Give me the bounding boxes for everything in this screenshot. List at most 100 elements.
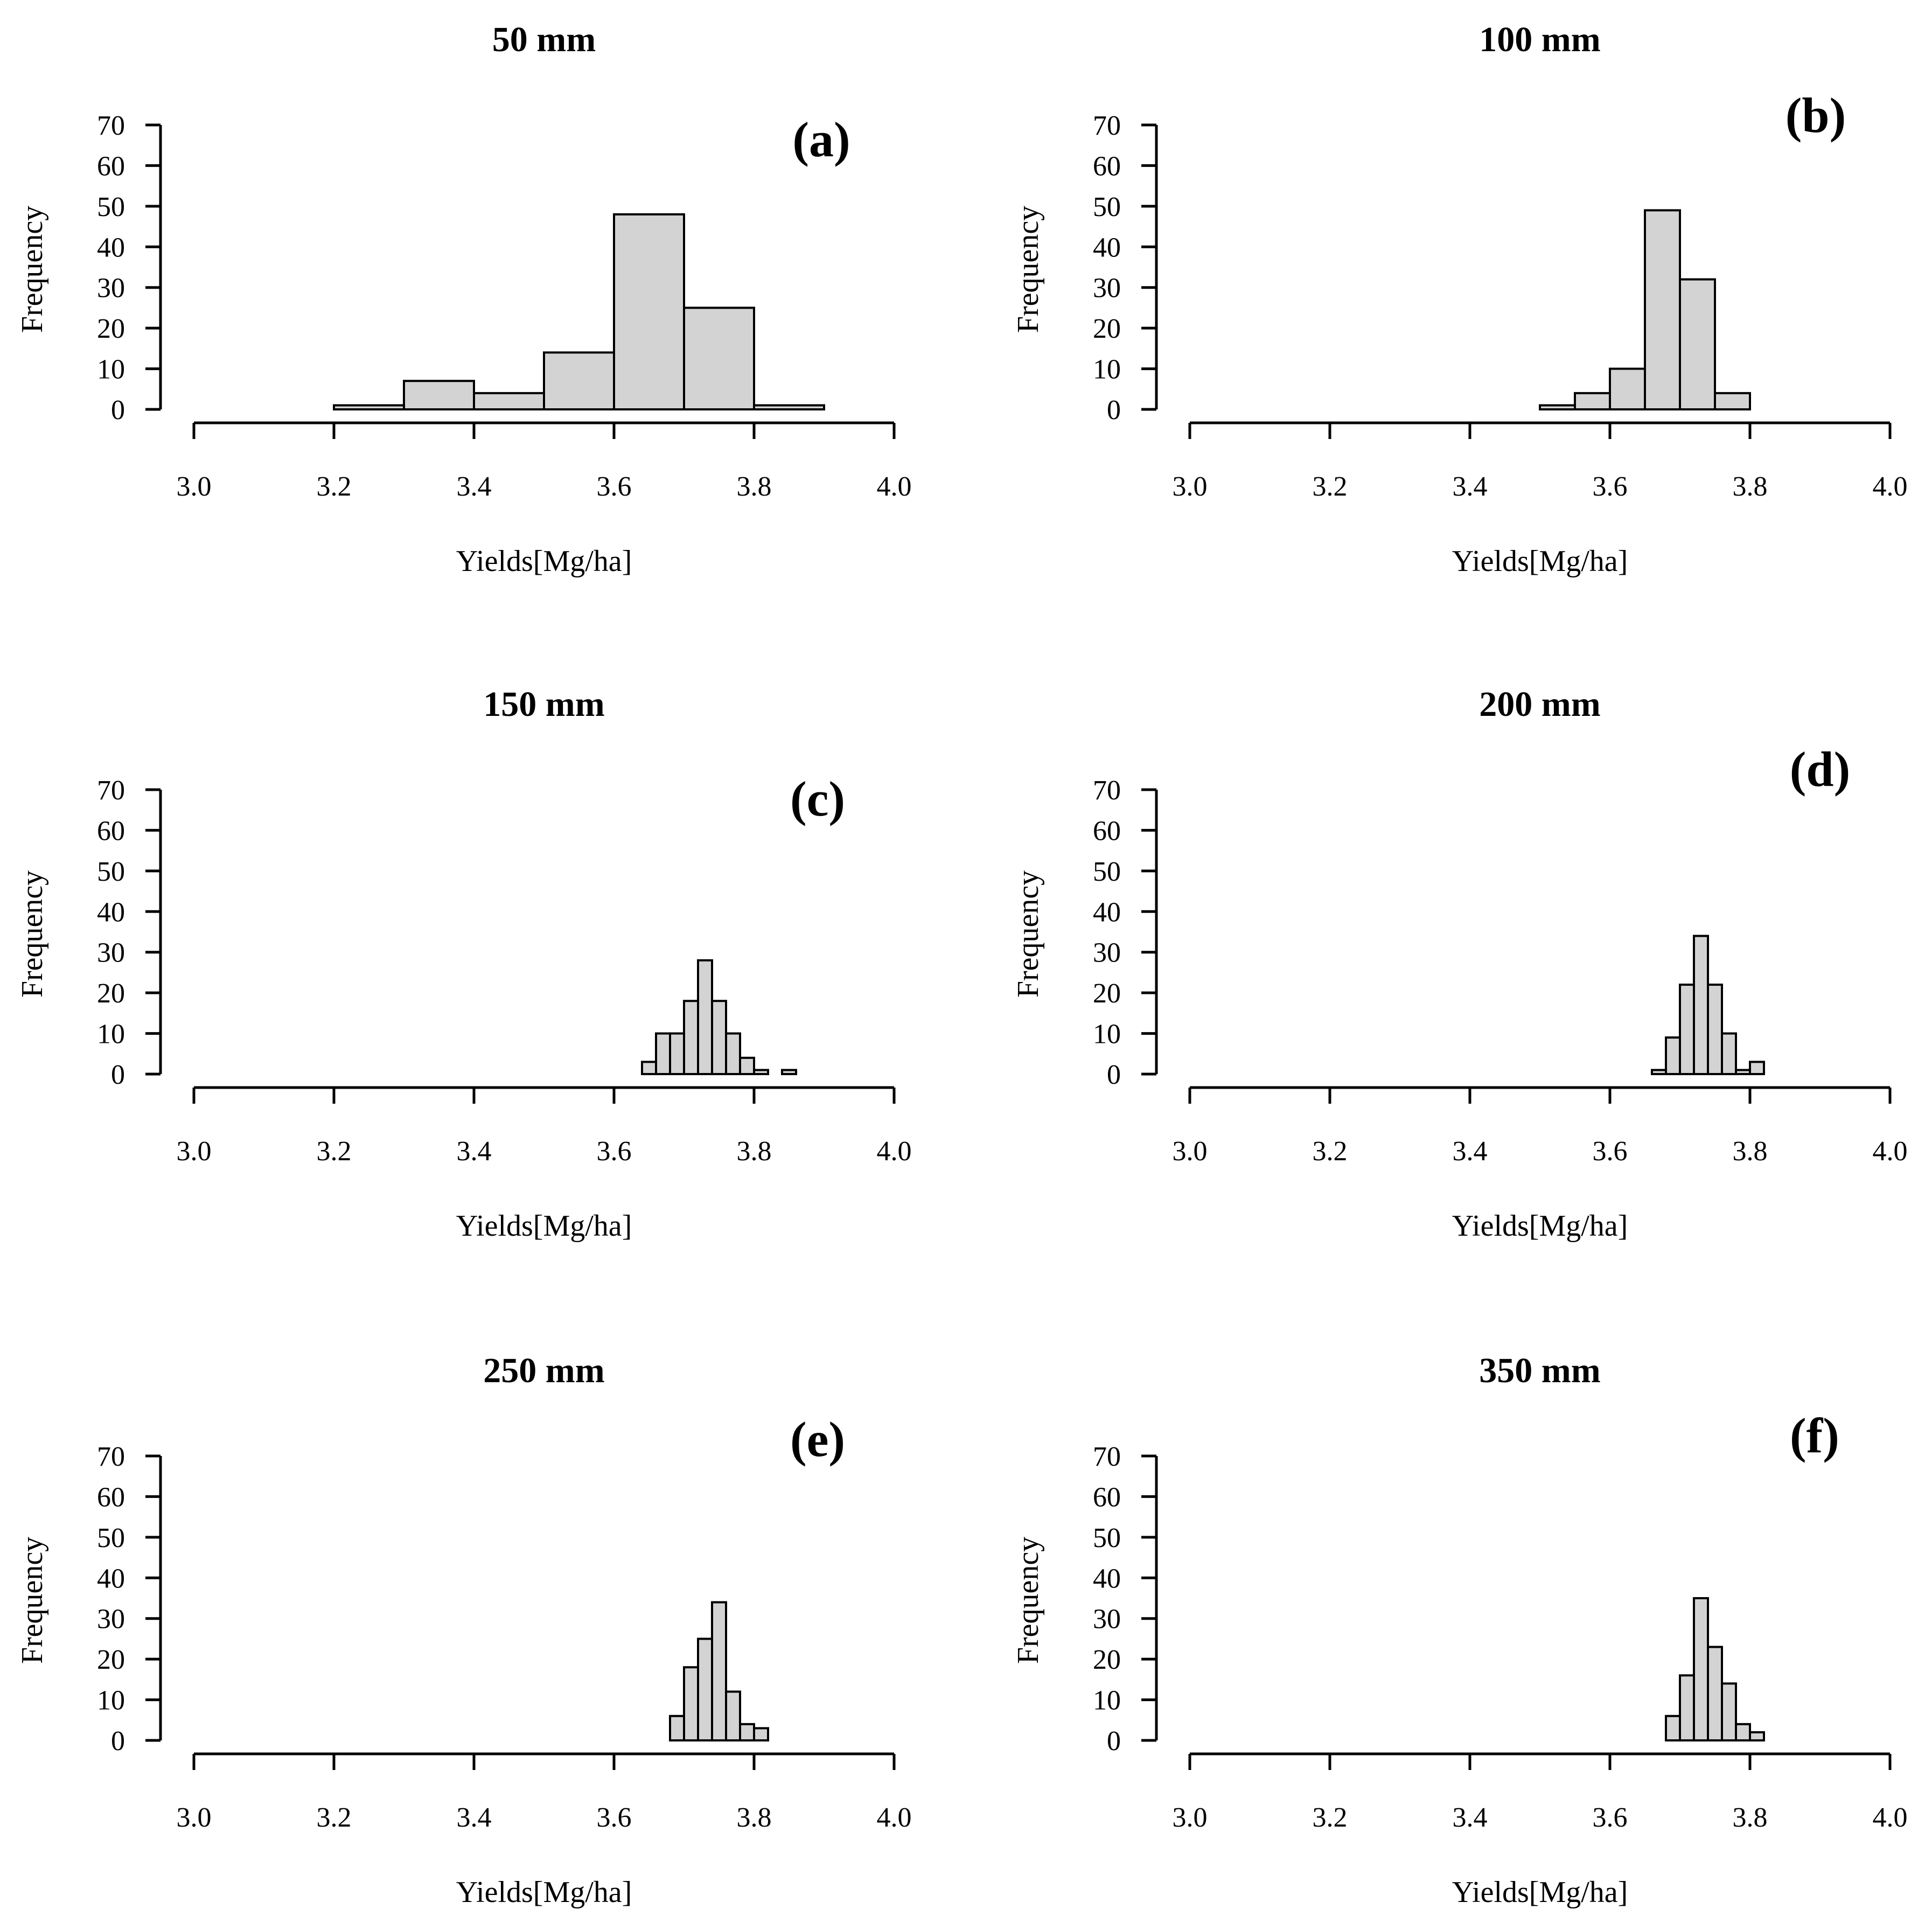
histogram-bar xyxy=(1693,935,1709,1075)
x-tick-label: 4.0 xyxy=(877,471,912,502)
panel-label: (e) xyxy=(790,1412,845,1467)
histogram-bar xyxy=(697,1638,713,1742)
y-tick-label: 30 xyxy=(1093,938,1121,969)
panel-title: 100 mm xyxy=(1479,20,1600,59)
x-tick-label: 3.8 xyxy=(1733,1136,1768,1167)
histogram-bar xyxy=(1679,984,1695,1075)
x-tick-label: 4.0 xyxy=(1873,1136,1908,1167)
x-tick-label: 4.0 xyxy=(877,1136,912,1167)
x-tick-label: 3.4 xyxy=(457,1136,492,1167)
histogram-bar xyxy=(739,1056,755,1075)
y-axis-title: Frequency xyxy=(1012,206,1045,333)
y-tick-label: 40 xyxy=(97,897,125,928)
x-tick-label: 3.0 xyxy=(1173,471,1208,502)
panel-label: (c) xyxy=(790,771,845,826)
x-tick-label: 3.6 xyxy=(1593,471,1628,502)
histogram-bar xyxy=(1665,1715,1681,1741)
x-axis: 3.0 3.2 3.4 3.6 3.8 4.0 Yields[Mg/ha] xyxy=(1173,421,1908,578)
panel-label: (d) xyxy=(1790,742,1850,797)
histogram-bar xyxy=(697,959,713,1075)
y-tick-label: 60 xyxy=(1093,151,1121,182)
histogram-bar xyxy=(781,1069,797,1076)
x-tick-label: 3.8 xyxy=(737,1802,772,1833)
y-tick-label: 0 xyxy=(111,1060,125,1090)
y-axis-title: Frequency xyxy=(1012,870,1045,998)
histogram-bar xyxy=(1714,392,1751,410)
y-tick-label: 60 xyxy=(97,1482,125,1513)
y-tick-label: 30 xyxy=(97,938,125,969)
y-tick-label: 60 xyxy=(1093,816,1121,846)
y-tick-label: 0 xyxy=(111,395,125,426)
histogram-bars xyxy=(333,213,825,411)
y-axis-title: Frequency xyxy=(16,1537,49,1664)
histogram-bar xyxy=(711,1000,727,1075)
x-tick-label: 3.2 xyxy=(317,1802,352,1833)
y-tick-label: 30 xyxy=(1093,1604,1121,1635)
y-axis: 0 10 20 30 40 50 60 70 Frequency xyxy=(16,1441,162,1757)
y-tick-label: 70 xyxy=(97,1441,125,1472)
histogram-bars xyxy=(1539,209,1751,411)
histogram-bar xyxy=(669,1032,685,1075)
y-tick-label: 0 xyxy=(111,1726,125,1757)
x-tick-label: 3.8 xyxy=(737,1136,772,1167)
y-tick-label: 40 xyxy=(97,232,125,263)
x-tick-label: 3.2 xyxy=(1313,471,1348,502)
y-axis-title: Frequency xyxy=(1012,1537,1045,1664)
y-tick-label: 10 xyxy=(97,1019,125,1050)
x-tick-label: 3.4 xyxy=(1453,471,1488,502)
x-axis-title: Yields[Mg/ha] xyxy=(1452,1209,1628,1243)
panel-label: (b) xyxy=(1785,88,1846,143)
x-tick-label: 3.0 xyxy=(1173,1802,1208,1833)
histogram-bar xyxy=(1721,1032,1737,1075)
x-tick-label: 3.6 xyxy=(1593,1802,1628,1833)
y-tick-label: 60 xyxy=(97,816,125,846)
x-axis-title: Yields[Mg/ha] xyxy=(1452,545,1628,578)
histogram-bar xyxy=(1574,392,1611,410)
x-tick-label: 3.0 xyxy=(177,1802,212,1833)
histogram-bar xyxy=(1735,1069,1751,1076)
histogram-bar xyxy=(753,404,825,411)
y-tick-label: 50 xyxy=(1093,192,1121,222)
x-tick-label: 3.4 xyxy=(457,1802,492,1833)
histogram-bar xyxy=(683,306,755,411)
histogram-bar xyxy=(1749,1731,1765,1742)
y-axis: 0 10 20 30 40 50 60 70 Frequency xyxy=(1012,775,1158,1090)
y-tick-label: 0 xyxy=(1107,395,1121,426)
y-tick-label: 10 xyxy=(97,1685,125,1716)
y-tick-label: 40 xyxy=(97,1563,125,1594)
x-axis: 3.0 3.2 3.4 3.6 3.8 4.0 Yields[Mg/ha] xyxy=(1173,1086,1908,1243)
y-tick-label: 50 xyxy=(97,856,125,887)
x-axis-title: Yields[Mg/ha] xyxy=(456,545,632,578)
x-tick-label: 3.2 xyxy=(317,471,352,502)
histogram-bar xyxy=(1749,1061,1765,1075)
y-axis-title: Frequency xyxy=(16,206,49,333)
y-tick-label: 70 xyxy=(97,110,125,141)
y-tick-label: 60 xyxy=(1093,1482,1121,1513)
histogram-bar xyxy=(403,380,475,411)
histogram-bar xyxy=(683,1666,699,1741)
y-tick-label: 60 xyxy=(97,151,125,182)
histogram-bar xyxy=(473,392,545,410)
y-tick-label: 20 xyxy=(1093,978,1121,1009)
histogram-bar xyxy=(1679,1674,1695,1741)
histogram-bar xyxy=(753,1727,769,1741)
y-tick-label: 30 xyxy=(1093,273,1121,304)
histogram-bar xyxy=(333,404,405,411)
x-tick-label: 4.0 xyxy=(1873,1802,1908,1833)
histogram-bar xyxy=(1679,278,1716,411)
x-tick-label: 3.4 xyxy=(457,471,492,502)
y-tick-label: 50 xyxy=(1093,1523,1121,1553)
histogram-bars xyxy=(641,959,797,1076)
y-tick-label: 10 xyxy=(97,354,125,385)
panel-title: 150 mm xyxy=(483,685,604,724)
x-tick-label: 3.4 xyxy=(1453,1136,1488,1167)
x-axis-title: Yields[Mg/ha] xyxy=(456,1209,632,1243)
x-tick-label: 3.0 xyxy=(177,471,212,502)
y-axis: 0 10 20 30 40 50 60 70 Frequency xyxy=(16,775,162,1090)
histogram-bar xyxy=(1693,1597,1709,1741)
